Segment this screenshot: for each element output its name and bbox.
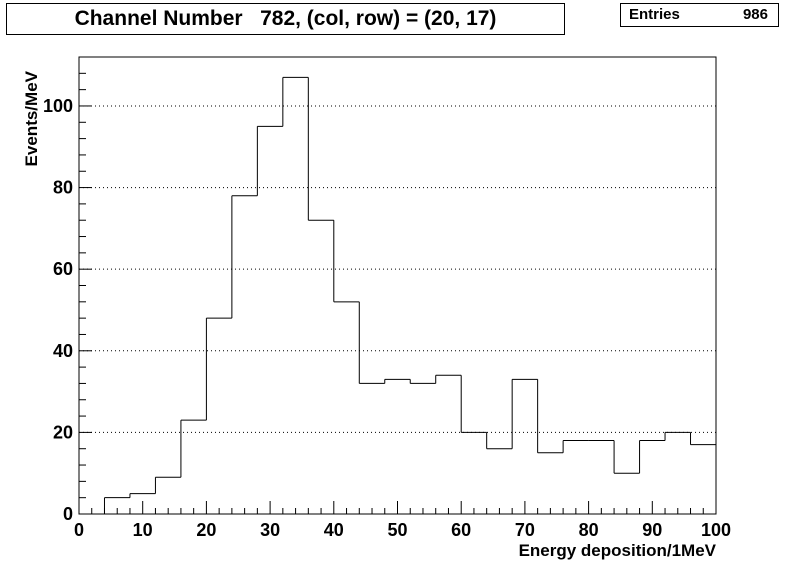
x-axis-title: Energy deposition/1MeV (519, 541, 717, 560)
grid-lines (79, 105, 716, 433)
x-tick-label: 10 (133, 520, 153, 540)
y-axis-title: Events/MeV (22, 70, 41, 166)
stats-entries-label: Entries (629, 6, 680, 23)
stats-box: Entries 986 (620, 3, 779, 27)
x-tick-label: 70 (515, 520, 535, 540)
x-tick-label: 20 (196, 520, 216, 540)
y-axis: 0 20 40 60 80 100 (43, 56, 92, 524)
x-tick-label: 40 (324, 520, 344, 540)
x-tick-label: 90 (642, 520, 662, 540)
x-tick-label: 80 (579, 520, 599, 540)
x-axis: 0 10 20 30 40 50 60 70 80 90 100 (74, 501, 731, 540)
y-tick-label: 0 (63, 504, 73, 524)
plot-frame (78, 56, 717, 515)
x-tick-label: 60 (451, 520, 471, 540)
stats-entries-value: 986 (742, 6, 768, 23)
y-tick-label: 40 (53, 341, 73, 361)
x-tick-label: 0 (74, 520, 84, 540)
histogram-bars (79, 76, 717, 515)
x-tick-label: 100 (701, 520, 731, 540)
y-tick-label: 20 (53, 422, 73, 442)
y-tick-label: 60 (53, 259, 73, 279)
x-tick-label: 30 (260, 520, 280, 540)
y-tick-label: 100 (43, 96, 73, 116)
chart-title: Channel Number 782, (col, row) = (20, 17… (6, 3, 565, 35)
x-tick-label: 50 (387, 520, 407, 540)
y-tick-label: 80 (53, 178, 73, 198)
